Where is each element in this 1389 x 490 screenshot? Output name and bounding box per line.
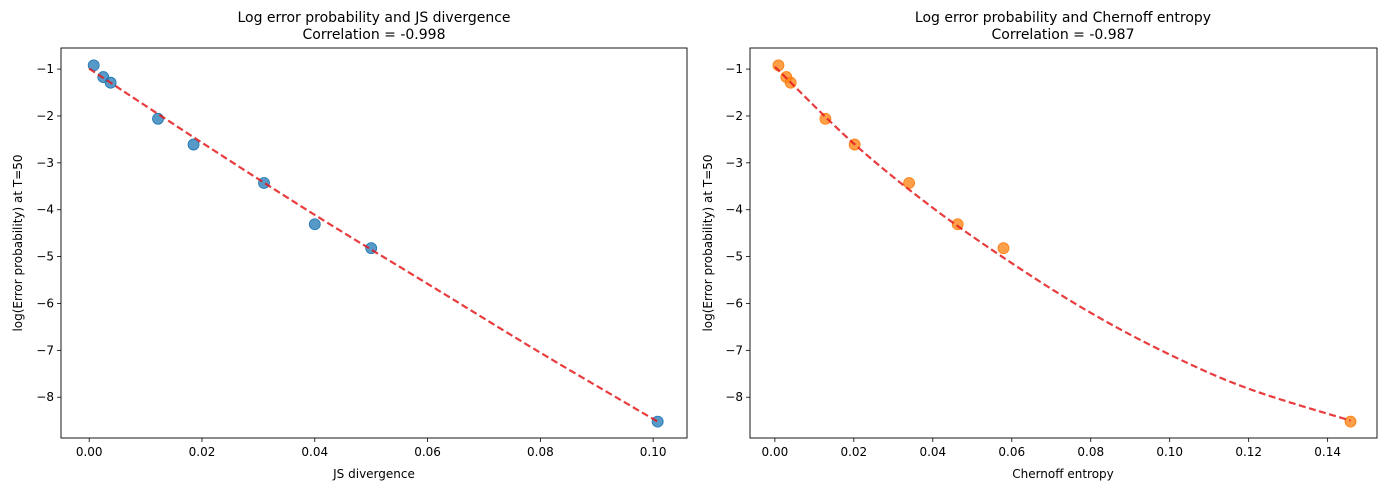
right-data-point (903, 177, 916, 189)
right-chart-subtitle: Correlation = -0.987 (992, 27, 1135, 43)
right-y-tick-label: −3 (725, 156, 743, 170)
right-x-tick-label: 0.08 (1077, 445, 1104, 459)
left-y-axis-label: log(Error probability) at T=50 (11, 154, 25, 331)
right-x-tick-label: 0.10 (1156, 445, 1183, 459)
left-x-tick-label: 0.00 (76, 445, 103, 459)
right-data-point (1344, 415, 1357, 428)
left-marks-layer (87, 59, 664, 428)
left-y-tick-label: −1 (36, 62, 54, 76)
right-y-tick-label: −5 (725, 250, 743, 264)
left-y-tick-label: −2 (36, 109, 54, 123)
left-y-tick-label: −5 (36, 250, 54, 264)
right-y-tick-label: −1 (725, 62, 743, 76)
left-x-tick-label: 0.04 (301, 445, 328, 459)
right-y-axis-label: log(Error probability) at T=50 (701, 154, 715, 331)
right-x-tick-label: 0.06 (998, 445, 1025, 459)
left-x-axis-label: JS divergence (332, 467, 415, 481)
right-y-tick-label: −2 (725, 109, 743, 123)
right-y-tick-label: −6 (725, 296, 743, 310)
right-fit-line (774, 65, 1351, 422)
right-data-point (819, 112, 832, 125)
right-x-tick-label: 0.02 (840, 445, 867, 459)
right-x-tick-label: 0.14 (1314, 445, 1341, 459)
left-x-tick-label: 0.10 (640, 445, 667, 459)
left-y-tick-label: −6 (36, 296, 54, 310)
right-x-tick-label: 0.04 (919, 445, 946, 459)
left-data-point (651, 415, 664, 428)
left-y-tick-label: −7 (36, 343, 54, 357)
left-x-tick-label: 0.02 (189, 445, 216, 459)
left-fit-line (88, 67, 659, 423)
right-marks-layer (772, 59, 1357, 428)
right-x-tick-label: 0.12 (1235, 445, 1262, 459)
left-plot-frame (60, 47, 688, 439)
left-y-tick-label: −4 (36, 203, 54, 217)
left-data-point (152, 112, 164, 125)
left-x-tick-label: 0.06 (414, 445, 441, 459)
left-data-point (187, 138, 200, 151)
left-chart-panel: Log error probability and JS divergence … (11, 10, 688, 481)
right-chart-title: Log error probability and Chernoff entro… (915, 10, 1211, 26)
right-data-point (997, 242, 1010, 255)
left-y-tick-label: −8 (36, 390, 54, 404)
left-x-tick-label: 0.08 (527, 445, 554, 459)
right-y-tick-label: −8 (725, 390, 743, 404)
left-chart-subtitle: Correlation = -0.998 (303, 27, 446, 43)
right-chart-panel: Log error probability and Chernoff entro… (701, 10, 1378, 481)
left-tick-layer: 0.00 0.02 0.04 0.06 0.08 0.10 −1 −2 −3 −4 −5 −6 −7 −8 (36, 62, 666, 459)
right-plot-frame (749, 47, 1378, 439)
right-tick-layer: 0.00 0.02 0.04 0.06 0.08 0.10 0.12 0.14 −1 −2 −3 −4… (725, 62, 1341, 459)
right-y-tick-label: −7 (725, 343, 743, 357)
left-data-point (308, 218, 321, 231)
left-y-tick-label: −3 (36, 156, 54, 170)
left-chart-title: Log error probability and JS divergence (237, 10, 510, 26)
right-y-tick-label: −4 (725, 203, 743, 217)
right-x-axis-label: Chernoff entropy (1012, 467, 1114, 481)
right-x-tick-label: 0.00 (762, 445, 789, 459)
